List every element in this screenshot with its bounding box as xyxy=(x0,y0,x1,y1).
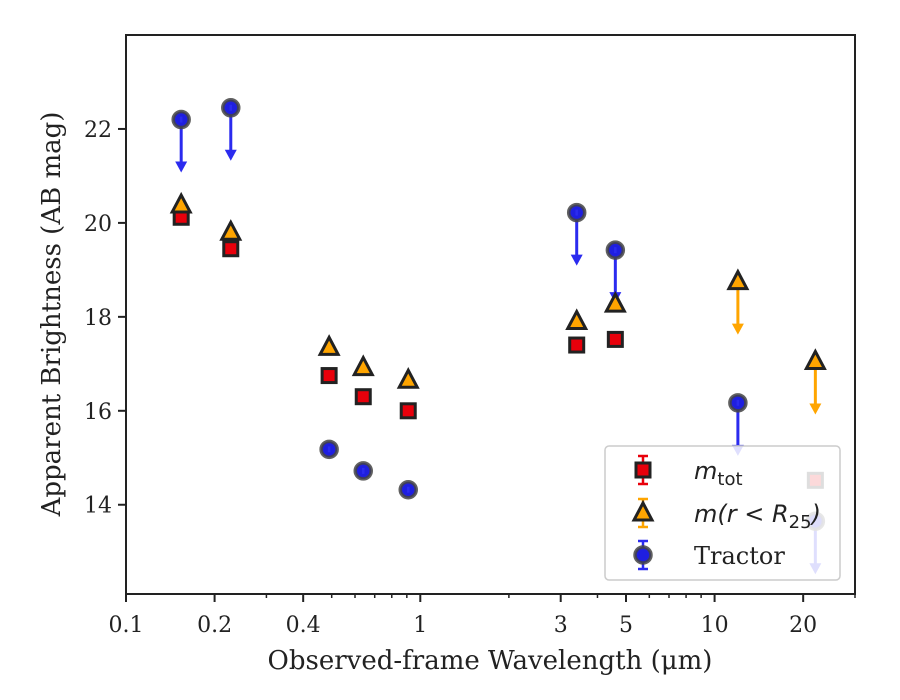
legend-mr25-marker xyxy=(631,499,655,522)
legend-label-subscript: tot xyxy=(717,469,742,490)
legend-tractor-label: Tractor xyxy=(694,542,785,570)
mtot-point xyxy=(354,388,372,406)
legend-label-main: m(r < R xyxy=(694,500,789,528)
mtot-point xyxy=(399,402,417,420)
x-tick-label: 0.2 xyxy=(197,613,232,638)
x-tick-label: 0.4 xyxy=(286,613,321,638)
mr25-point xyxy=(396,367,420,389)
x-tick-label: 10 xyxy=(701,613,729,638)
legend-box xyxy=(604,445,841,581)
mr25-point xyxy=(803,348,827,370)
x-tick-label: 0.1 xyxy=(109,613,144,638)
mr25-point xyxy=(169,191,193,214)
x-tick-label: 20 xyxy=(789,613,817,638)
mtot-point xyxy=(568,336,586,354)
legend: mtot m(r < R25) Tractor xyxy=(604,445,841,581)
mr25-point xyxy=(317,334,341,356)
mr25-point xyxy=(726,268,750,291)
legend-tractor-marker xyxy=(633,545,653,565)
legend-label-end: ) xyxy=(810,500,821,528)
mr25-point xyxy=(351,354,375,377)
x-axis-label: Observed-frame Wavelength (μm) xyxy=(268,646,713,676)
y-tick-label: 22 xyxy=(84,118,112,143)
mtot-point xyxy=(606,330,624,348)
x-tick-label: 5 xyxy=(619,613,633,638)
x-tick-label: 1 xyxy=(413,613,427,638)
y-tick-label: 20 xyxy=(84,212,112,237)
y-axis-label: Apparent Brightness (AB mag) xyxy=(37,112,67,518)
legend-label-main: m xyxy=(694,457,717,485)
legend-mr25-label: m(r < R25) xyxy=(694,500,821,533)
y-tick-label: 16 xyxy=(84,400,112,425)
y-tick-label: 18 xyxy=(84,306,112,331)
legend-mtot-label: mtot xyxy=(694,457,743,490)
mtot-point xyxy=(222,240,240,258)
axis-ticks: 0.1 0.2 0.4 1 3 5 10 20 14 16 18 20 22 xyxy=(84,118,856,638)
mr25-point xyxy=(565,308,589,331)
mr25-point xyxy=(603,290,627,313)
legend-mtot-marker xyxy=(634,461,652,479)
mtot-point xyxy=(320,367,338,385)
x-tick-label: 3 xyxy=(554,613,568,638)
mr25-point xyxy=(219,219,243,241)
y-tick-label: 14 xyxy=(84,494,112,519)
legend-label-subscript: 25 xyxy=(789,512,812,533)
